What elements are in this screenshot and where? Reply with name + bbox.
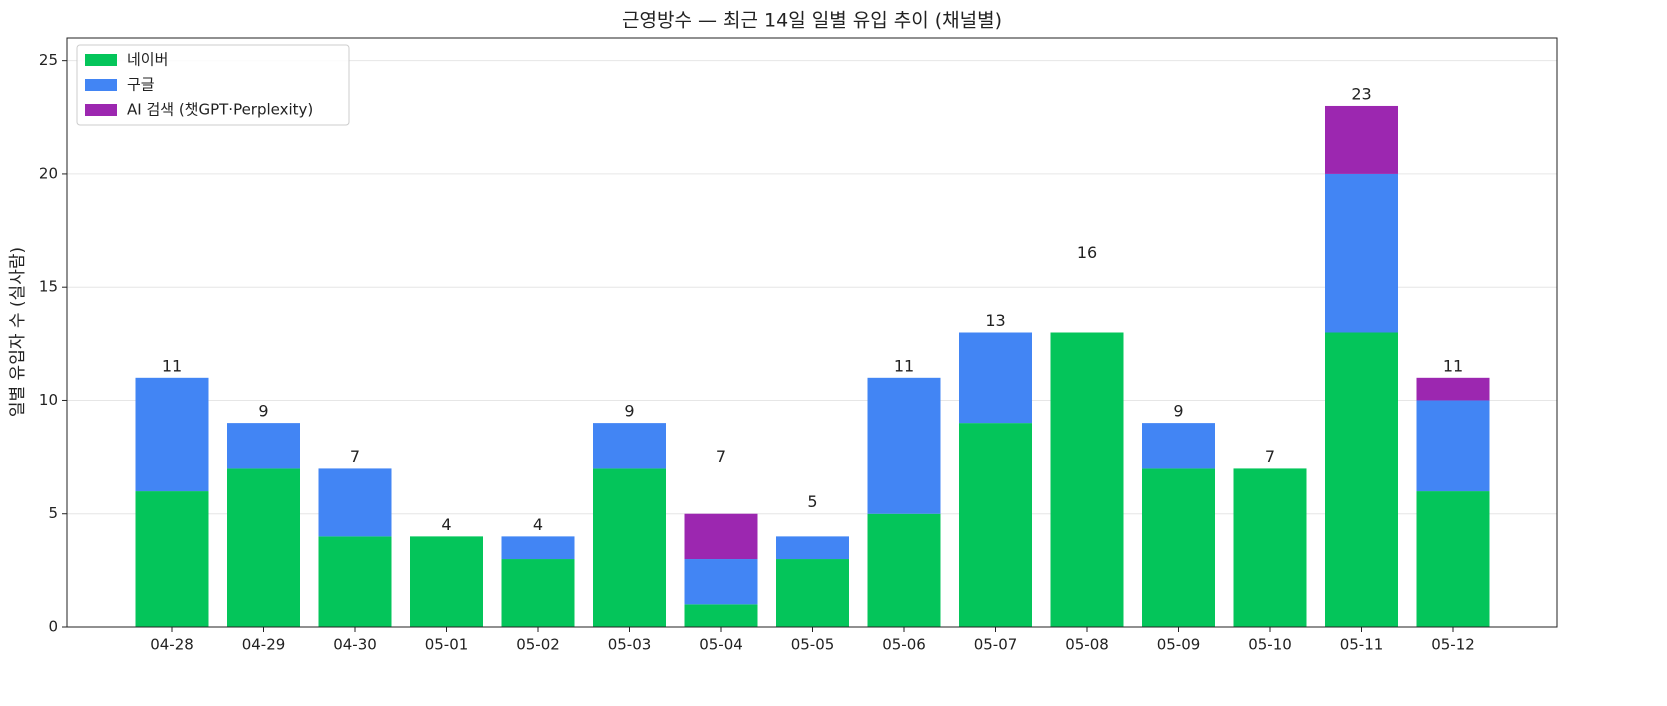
- bar-segment: [501, 559, 575, 627]
- bar-segment: [959, 332, 1032, 424]
- bar-segment: [227, 468, 300, 627]
- y-axis-label: 일별 유입자 수 (실사람): [8, 247, 28, 417]
- legend-box: [76, 44, 350, 126]
- bar-segment: [1142, 468, 1215, 627]
- bar-segment: [1416, 377, 1490, 401]
- total-label: 16: [1077, 243, 1097, 262]
- bar-segment: [776, 559, 849, 627]
- legend-label: 네이버: [127, 51, 168, 69]
- x-tick-label: 05-03: [608, 636, 652, 654]
- bar-segment: [1233, 468, 1307, 627]
- total-label: 7: [1265, 447, 1275, 466]
- x-tick-label: 05-02: [516, 636, 560, 654]
- total-label: 9: [258, 402, 268, 421]
- bar-segment: [684, 559, 758, 605]
- bar-segment: [135, 377, 209, 492]
- total-label: 23: [1351, 84, 1371, 103]
- bar-segment: [776, 536, 849, 560]
- x-tick-label: 05-09: [1157, 636, 1201, 654]
- total-label: 4: [533, 515, 543, 534]
- y-tick-label: 20: [39, 164, 58, 182]
- x-tick-label: 04-28: [150, 636, 194, 654]
- y-tick-label: 5: [48, 504, 58, 522]
- y-tick-label: 15: [39, 278, 58, 296]
- bar-segment: [318, 468, 392, 537]
- y-tick-label: 10: [39, 391, 58, 409]
- x-tick-label: 05-12: [1431, 636, 1475, 654]
- bar-segment: [1050, 332, 1124, 627]
- bar-segment: [135, 491, 209, 627]
- bar-segment: [593, 468, 666, 627]
- plot-frame: [66, 37, 1558, 628]
- legend-swatch: [85, 79, 117, 91]
- bar-segment: [1325, 105, 1398, 174]
- bar-segment: [318, 536, 392, 627]
- x-tick-label: 05-11: [1340, 636, 1384, 654]
- x-tick-label: 05-05: [791, 636, 835, 654]
- bar-segment: [227, 423, 300, 469]
- x-tick-label: 05-07: [974, 636, 1018, 654]
- bar-segment: [684, 604, 758, 627]
- bar-segment: [501, 536, 575, 560]
- x-tick-label: 04-30: [333, 636, 377, 654]
- bar-segment: [1325, 332, 1398, 627]
- bar-segment: [867, 513, 941, 627]
- bar-segment: [1325, 173, 1398, 333]
- bar-segment: [959, 423, 1032, 627]
- total-label: 7: [350, 447, 360, 466]
- x-tick-label: 05-10: [1248, 636, 1292, 654]
- y-tick-label: 0: [48, 618, 58, 636]
- total-label: 4: [441, 515, 451, 534]
- x-tick-label: 05-08: [1065, 636, 1109, 654]
- legend-swatch: [85, 54, 117, 66]
- total-label: 11: [162, 356, 182, 375]
- legend-swatch: [85, 104, 117, 116]
- x-tick-label: 05-04: [699, 636, 743, 654]
- total-label: 11: [894, 356, 914, 375]
- bar-segment: [410, 536, 483, 627]
- total-label: 5: [807, 492, 817, 511]
- bar-segment: [867, 377, 941, 514]
- x-tick-label: 05-06: [882, 636, 926, 654]
- bar-segment: [1416, 400, 1490, 492]
- x-tick-label: 05-01: [425, 636, 469, 654]
- legend-label: 구글: [127, 76, 155, 94]
- total-label: 13: [985, 311, 1005, 330]
- bar-segment: [593, 423, 666, 469]
- y-tick-label: 25: [39, 51, 58, 69]
- total-label: 9: [624, 402, 634, 421]
- total-label: 11: [1443, 356, 1463, 375]
- total-label: 9: [1173, 402, 1183, 421]
- x-tick-label: 04-29: [242, 636, 286, 654]
- bar-segment: [684, 513, 758, 560]
- bar-segment: [1416, 491, 1490, 627]
- bar-segment: [1142, 423, 1215, 469]
- legend-label: AI 검색 (챗GPT·Perplexity): [127, 101, 313, 119]
- chart-title: 근영방수 — 최근 14일 일별 유입 추이 (채널별): [622, 10, 1002, 32]
- total-label: 7: [716, 447, 726, 466]
